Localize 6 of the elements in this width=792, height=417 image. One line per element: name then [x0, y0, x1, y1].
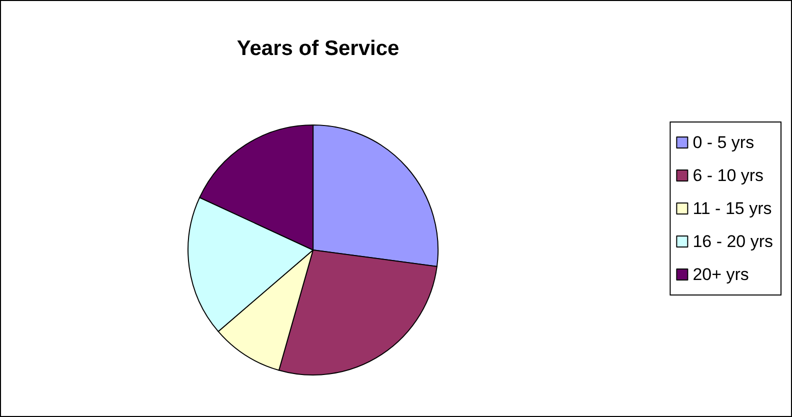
legend-label: 20+ yrs: [692, 265, 749, 284]
chart-title: Years of Service: [236, 37, 400, 60]
legend-label: 16 - 20 yrs: [692, 232, 773, 251]
legend-label: 6 - 10 yrs: [692, 166, 764, 185]
legend-label: 0 - 5 yrs: [692, 133, 754, 152]
legend-label: 11 - 15 yrs: [692, 199, 772, 218]
